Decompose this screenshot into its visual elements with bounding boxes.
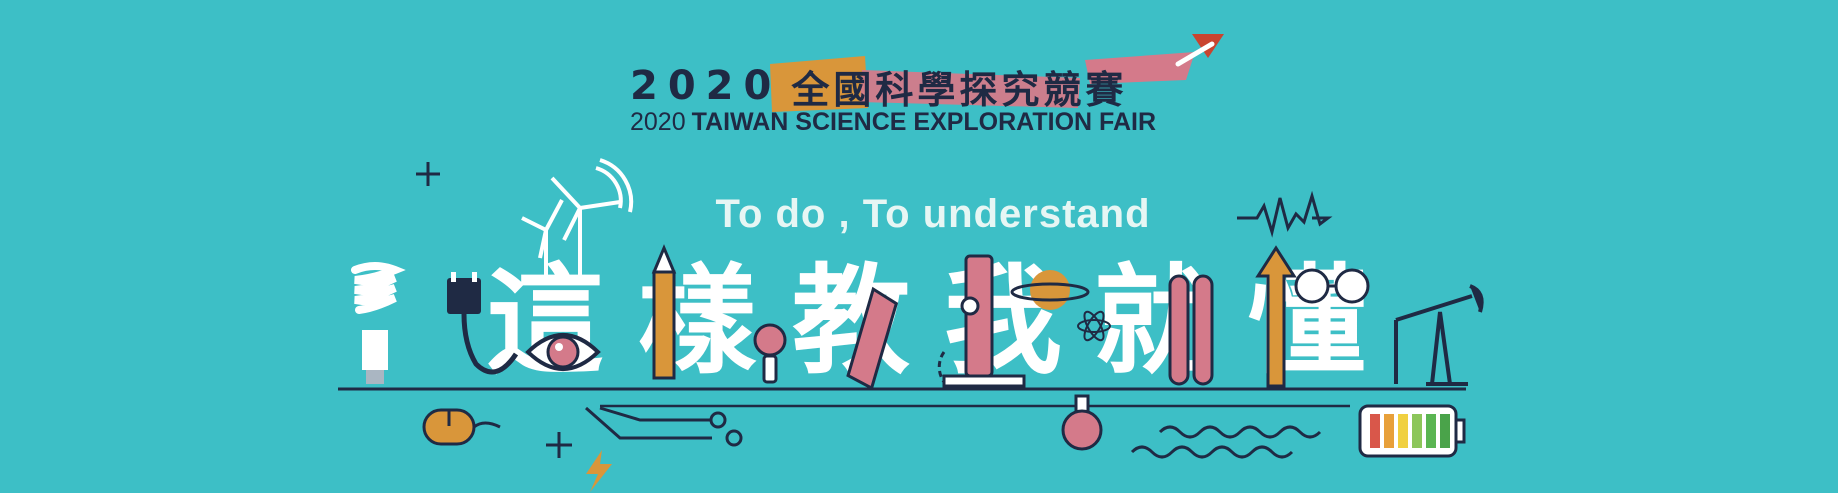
atom-icon: [1077, 310, 1111, 342]
arrow-up-icon: [1255, 245, 1297, 388]
light-bulb-icon: [351, 262, 406, 384]
tagline: To do , To understand: [715, 192, 1151, 236]
wind-turbine-icon: [521, 158, 634, 282]
wave-icon: [1130, 425, 1322, 459]
headline-char-5: 就: [1094, 252, 1213, 390]
lightning-icon: [586, 450, 612, 492]
title-zh: 全國科學探究競賽: [791, 67, 1128, 112]
paper-plane-icon: [1175, 34, 1224, 67]
flask-icon: [1061, 394, 1103, 451]
plus-icon: [416, 162, 440, 186]
plug-icon: [447, 272, 519, 375]
test-tube-icon: [1168, 274, 1214, 386]
eye-icon: [525, 333, 601, 371]
mouse-icon: [422, 408, 501, 446]
title-en: TAIWAN SCIENCE EXPLORATION FAIR: [691, 108, 1156, 136]
title-en-year: 2020: [630, 108, 686, 136]
battery-icon: [1358, 404, 1466, 458]
title-year: 2020: [630, 63, 782, 109]
heartbeat-icon: [1237, 190, 1333, 238]
title-en-row: 2020 TAIWAN SCIENCE EXPLORATION FAIR: [630, 108, 1156, 137]
microscope-icon: [937, 254, 1026, 388]
pencil-icon: [651, 244, 677, 380]
ruler-icon: [846, 286, 899, 391]
title-zh-row: 2020 全國科學探究競賽: [630, 58, 1127, 114]
plus-icon: [546, 432, 572, 458]
oil-pump-icon: [1394, 284, 1484, 386]
magnifier-icon: [753, 323, 787, 384]
circuit-icon: [585, 406, 743, 447]
tagline-row: To do , To understand: [0, 192, 1838, 237]
planet-icon: [1010, 270, 1090, 310]
glasses-icon: [1294, 268, 1370, 304]
title-highlight-strokes: [770, 52, 1195, 112]
